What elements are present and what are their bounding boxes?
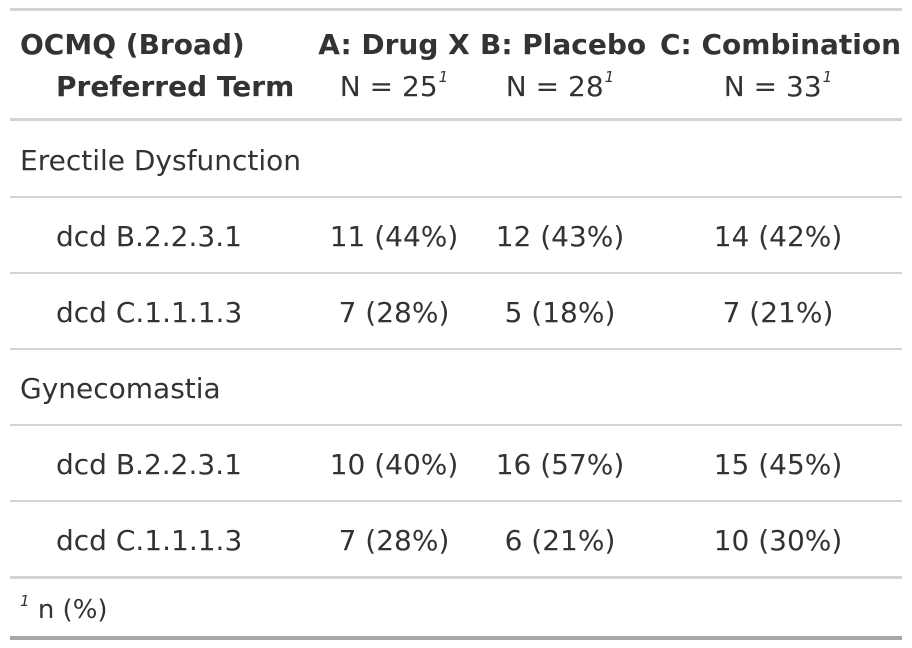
row-value-drug-x: 11 (44%)	[329, 220, 459, 253]
header-bottom-rule	[10, 118, 902, 121]
row-term: dcd B.2.2.3.1	[56, 220, 242, 253]
row-value-placebo: 6 (21%)	[504, 524, 616, 557]
row-divider	[10, 500, 902, 502]
header-col-a-n-label: N = 25	[339, 70, 438, 103]
table-top-rule	[10, 8, 902, 11]
footnote-marker: 1	[438, 68, 449, 86]
header-col-c-n-label: N = 33	[723, 70, 822, 103]
row-value-placebo: 12 (43%)	[495, 220, 625, 253]
row-divider	[10, 272, 902, 274]
row-value-combination: 14 (42%)	[713, 220, 843, 253]
row-value-placebo: 5 (18%)	[504, 296, 616, 329]
row-term: dcd C.1.1.1.3	[56, 524, 243, 557]
table-bottom-rule	[10, 636, 902, 640]
header-col-c-title: C: Combination	[660, 28, 902, 61]
header-col0-line1: OCMQ (Broad)	[20, 28, 245, 61]
footnote-text: n (%)	[37, 595, 108, 625]
header-col-a-title: A: Drug X	[318, 28, 470, 61]
row-value-drug-x: 10 (40%)	[329, 448, 459, 481]
row-value-drug-x: 7 (28%)	[338, 524, 450, 557]
row-value-drug-x: 7 (28%)	[338, 296, 450, 329]
header-col-b-n: N = 281	[480, 68, 640, 108]
row-value-combination: 15 (45%)	[713, 448, 843, 481]
row-term: dcd C.1.1.1.3	[56, 296, 243, 329]
row-divider	[10, 348, 902, 350]
header-col-b-n-label: N = 28	[505, 70, 604, 103]
row-value-combination: 10 (30%)	[713, 524, 843, 557]
footnote-marker: 1	[604, 68, 615, 86]
header-col-a-n: N = 251	[314, 68, 474, 108]
group-label-erectile-dysfunction: Erectile Dysfunction	[20, 144, 301, 177]
footnote-marker: 1	[20, 592, 30, 610]
row-term: dcd B.2.2.3.1	[56, 448, 242, 481]
header-col-b-title: B: Placebo	[480, 28, 647, 61]
table-footnote: 1 n (%)	[20, 592, 108, 629]
header-col-c-n: N = 331	[660, 68, 896, 108]
group-label-gynecomastia: Gynecomastia	[20, 372, 221, 405]
row-divider	[10, 196, 902, 198]
header-col0-line2: Preferred Term	[56, 70, 295, 103]
row-divider	[10, 424, 902, 426]
row-value-placebo: 16 (57%)	[495, 448, 625, 481]
table-body-bottom-rule	[10, 576, 902, 579]
row-value-combination: 7 (21%)	[722, 296, 834, 329]
footnote-marker: 1	[822, 68, 833, 86]
